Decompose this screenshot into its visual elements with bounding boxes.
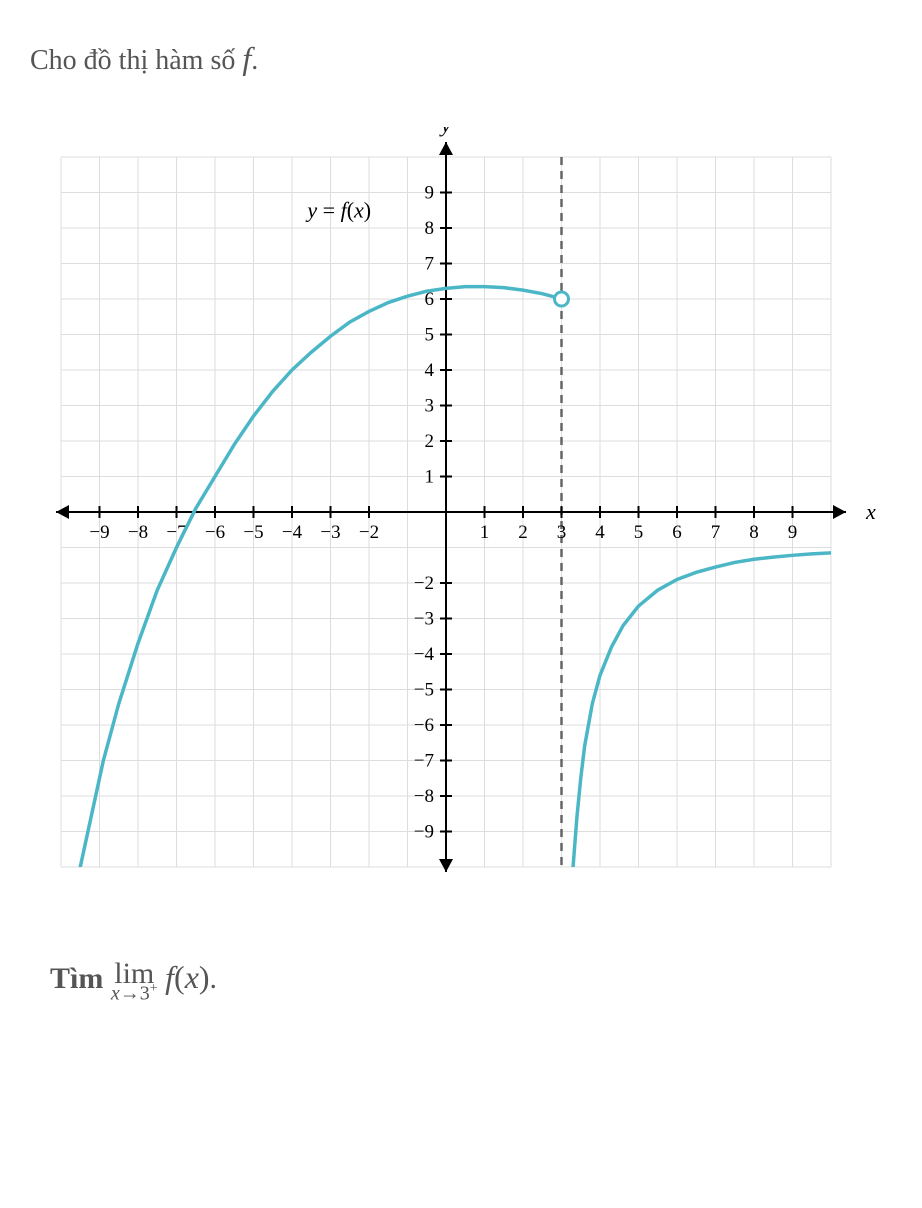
limit-subscript: x→3+ (111, 981, 158, 1006)
ytick-label: −7 (414, 751, 434, 772)
limit-sub-var: x (111, 983, 120, 1005)
xtick-label: 2 (518, 522, 528, 543)
xtick-label: 6 (672, 522, 682, 543)
xtick-label: −5 (243, 522, 263, 543)
ytick-label: −2 (414, 573, 434, 594)
ytick-label: 9 (425, 183, 435, 204)
prompt-math-var: f (242, 40, 251, 76)
ytick-label: 8 (425, 218, 435, 239)
func-arg: x (185, 959, 199, 995)
y-axis-label: y (439, 127, 451, 137)
xtick-label: 5 (634, 522, 644, 543)
limit-sub-sign: + (150, 981, 158, 996)
prompt-suffix: . (251, 45, 258, 76)
ytick-label: −5 (414, 680, 434, 701)
xtick-label: −4 (282, 522, 303, 543)
ytick-label: −4 (414, 644, 435, 665)
question-suffix: . (210, 962, 218, 995)
ytick-label: 1 (425, 467, 435, 488)
open-point (555, 292, 569, 306)
ytick-label: 2 (425, 431, 435, 452)
ytick-label: −9 (414, 822, 434, 843)
xtick-label: 8 (749, 522, 759, 543)
prompt-text: Cho đồ thị hàm số f. (30, 40, 892, 77)
ytick-label: −6 (414, 715, 434, 736)
ytick-label: −3 (414, 609, 434, 630)
ytick-label: 7 (425, 254, 435, 275)
ytick-label: −8 (414, 786, 434, 807)
chart-container: −9−8−7−6−5−4−3−2123456789−9−8−7−6−5−4−3−… (31, 127, 891, 897)
limit-sub-value: 3 (140, 983, 150, 1005)
function-label: y = f(x) (305, 197, 371, 222)
limit-expression: lim x→3+ (111, 957, 158, 1006)
func-name: f (165, 959, 174, 995)
xtick-label: 3 (557, 522, 567, 543)
xtick-label: 7 (711, 522, 721, 543)
limit-func: f(x) (165, 959, 209, 995)
limit-sub-arrow: → (120, 983, 140, 1005)
xtick-label: 9 (788, 522, 798, 543)
prompt-prefix: Cho đồ thị hàm số (30, 45, 242, 76)
ytick-label: 5 (425, 325, 435, 346)
chart-svg: −9−8−7−6−5−4−3−2123456789−9−8−7−6−5−4−3−… (31, 127, 891, 897)
xtick-label: 1 (480, 522, 490, 543)
xtick-label: −2 (359, 522, 379, 543)
xtick-label: −6 (205, 522, 225, 543)
ytick-label: 3 (425, 396, 435, 417)
xtick-label: −8 (128, 522, 148, 543)
xtick-label: −9 (89, 522, 109, 543)
xtick-label: −3 (320, 522, 340, 543)
question-prefix: Tìm (50, 962, 111, 995)
x-axis-label: x (865, 499, 876, 524)
question-text: Tìm lim x→3+ f(x). (30, 957, 892, 1006)
xtick-label: 4 (595, 522, 605, 543)
ytick-label: 4 (425, 360, 435, 381)
